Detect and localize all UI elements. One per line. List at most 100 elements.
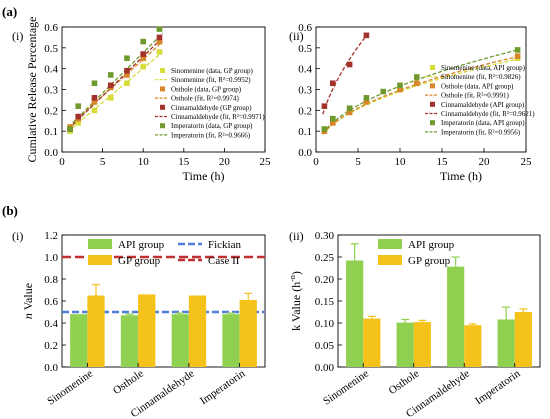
data-point-ost — [346, 109, 353, 116]
fit-line-cin — [68, 36, 164, 130]
y-tick-label: 0.00 — [315, 362, 335, 374]
x-tick-label: Osthole — [111, 368, 146, 398]
legend-marker-cin — [160, 104, 165, 110]
fit-line-cin — [322, 35, 367, 115]
data-point-cin — [75, 113, 82, 120]
legend-label: Osthole (data, API group) — [441, 82, 514, 90]
y-tick-label: 0.1 — [44, 126, 58, 138]
legend-label: Imperatorin (fit, R²=0.9666) — [171, 131, 251, 139]
legend-swatch-gp — [378, 255, 402, 265]
y-tick-label: 0.2 — [44, 340, 58, 352]
y-tick-label: 0.3 — [298, 85, 312, 97]
y-tick-label: 0.6 — [44, 296, 58, 308]
legend-label: Osthole (data, GP group) — [171, 85, 242, 93]
subpanel-label-b-ii: (ii) — [289, 229, 304, 243]
data-point-ost — [330, 120, 336, 126]
data-point-ost — [414, 80, 420, 87]
legend-label: Fickian — [208, 239, 241, 251]
legend-marker-ost — [160, 86, 165, 92]
legend-label: Osthole (fit, R²=0.9991) — [441, 92, 510, 100]
x-tick-label: Imperatorin — [198, 367, 248, 407]
y-tick-label: 0.2 — [298, 105, 312, 117]
data-point-cin — [363, 32, 370, 39]
bar-gp — [514, 312, 532, 367]
y-tick-label: 0.8 — [44, 274, 58, 286]
data-point-ost — [156, 38, 163, 45]
data-point-imp — [91, 80, 98, 87]
legend-marker-sin — [160, 68, 165, 73]
y-axis-label: k Value (h-n) — [288, 271, 303, 331]
data-point-imp — [397, 82, 403, 89]
data-point-imp — [363, 95, 370, 101]
y-tick-label: 0.05 — [315, 340, 335, 352]
bar-api — [497, 319, 515, 367]
x-tick-label: 0 — [313, 156, 319, 168]
x-tick-label: 15 — [178, 156, 190, 168]
fit-line-sin — [322, 58, 518, 135]
fit-line-sin — [68, 51, 164, 132]
y-tick-label: 0.15 — [315, 296, 335, 308]
subpanel-label-b-i: (i) — [12, 229, 23, 243]
x-tick-label: 10 — [138, 156, 150, 168]
legend-swatch-api — [378, 239, 402, 249]
data-point-cin — [91, 95, 98, 101]
y-tick-label: 0.0 — [44, 147, 58, 159]
y-tick-label: 0.4 — [44, 318, 58, 330]
x-tick-label: 20 — [219, 156, 231, 168]
data-point-imp — [380, 88, 386, 95]
bar-gp — [464, 325, 482, 367]
legend-label: GP group — [118, 255, 161, 267]
legend-marker-imp — [430, 120, 435, 126]
bar-gp — [239, 299, 257, 367]
legend-label: Sinomenine (fit, R²=0.9952) — [171, 76, 251, 84]
data-point-sin — [107, 95, 114, 101]
data-point-ost — [124, 72, 130, 78]
panel-label-a: (a) — [2, 4, 17, 19]
data-point-cin — [321, 103, 328, 109]
x-tick-label: Imperatorin — [473, 367, 523, 407]
data-point-ost — [514, 53, 521, 59]
data-point-imp — [330, 115, 336, 122]
data-point-cin — [346, 61, 353, 68]
y-tick-label: 0.30 — [315, 230, 335, 242]
data-point-sin — [75, 120, 82, 126]
fit-line-ost — [68, 41, 164, 128]
bar-api — [447, 266, 465, 367]
data-point-sin — [156, 49, 163, 55]
y-tick-label: 0.6 — [44, 22, 58, 34]
legend-swatch-gp — [88, 255, 112, 265]
fit-line-imp — [322, 49, 518, 134]
legend-label: API group — [118, 239, 165, 251]
data-point-imp — [107, 72, 114, 78]
legend-label: Cinnamaldehyde (fit, R²=0.9971) — [171, 113, 265, 121]
x-tick-label: 5 — [100, 156, 106, 168]
data-point-imp — [75, 103, 82, 109]
x-tick-label: 0 — [59, 156, 65, 168]
data-point-imp — [514, 47, 521, 53]
bar-api — [222, 314, 240, 367]
y-tick-label: 1.0 — [44, 252, 58, 264]
legend-marker-sin — [430, 65, 435, 70]
legend-label: Imperatorin (fit, R²=0.9956) — [441, 128, 521, 136]
legend-swatch-api — [88, 239, 112, 249]
subpanel-label-a-i: (i) — [12, 29, 23, 43]
bar-api — [120, 315, 139, 367]
data-point-imp — [156, 26, 163, 32]
x-tick-label: 15 — [437, 156, 449, 168]
x-axis-label: Time (h) — [440, 169, 482, 183]
bar-gp — [87, 295, 105, 367]
y-tick-label: 0.4 — [44, 64, 58, 76]
bar-gp — [363, 318, 381, 367]
legend-marker-imp — [160, 123, 165, 129]
legend-marker-ost — [430, 83, 435, 89]
y-tick-label: 0.1 — [298, 126, 312, 138]
y-tick-label: 0.4 — [298, 64, 312, 76]
bar-api — [396, 322, 414, 367]
y-tick-label: 0.0 — [298, 147, 312, 159]
legend-marker-cin — [430, 101, 435, 107]
y-tick-label: 0.0 — [44, 362, 58, 374]
legend-label: Cinnamaldehyde (API group) — [441, 101, 525, 109]
x-tick-label: 5 — [355, 156, 361, 168]
